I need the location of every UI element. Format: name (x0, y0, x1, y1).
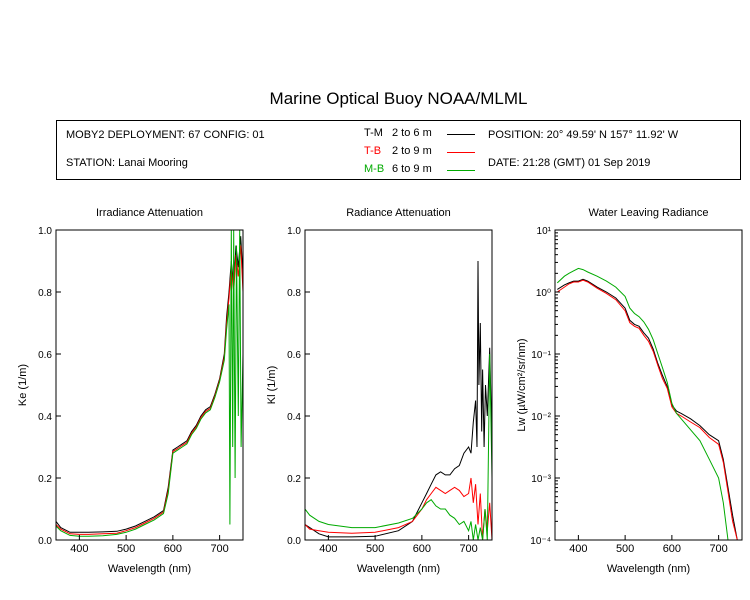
legend-range-tm: 2 to 6 m (392, 127, 432, 139)
y-tick-label: 10⁻¹ (531, 350, 551, 361)
legend-code-tb: T-B (364, 145, 382, 157)
x-tick-label: 700 (459, 543, 477, 555)
legend-code-mb: M-B (364, 163, 385, 175)
x-tick-label: 500 (366, 543, 384, 555)
x-tick-label: 500 (616, 543, 634, 555)
y-tick-label: 0.2 (287, 474, 301, 485)
series-group (56, 230, 243, 537)
series-line-t-b (305, 477, 492, 540)
series-group (305, 260, 492, 540)
x-tick-label: 600 (663, 543, 681, 555)
legend-line-mb (447, 170, 475, 171)
series-line-t-m (557, 278, 738, 540)
y-tick-label: 0.8 (287, 288, 301, 299)
series-line-m-b (556, 267, 729, 540)
chart-title: Water Leaving Radiance (588, 207, 708, 219)
y-tick-label: 10¹ (537, 226, 552, 237)
legend-line-tm (447, 134, 475, 135)
x-tick-label: 600 (413, 543, 431, 555)
series-group (556, 267, 738, 540)
x-axis-label: Wavelength (nm) (607, 563, 690, 575)
y-tick-label: 0.4 (287, 412, 301, 423)
series-line-m-b (305, 353, 492, 540)
y-tick-label: 0.6 (38, 350, 52, 361)
page-title: Marine Optical Buoy NOAA/MLML (269, 89, 528, 108)
y-tick-label: 1.0 (38, 226, 52, 237)
deployment-label: MOBY2 DEPLOYMENT: 67 CONFIG: 01 (66, 129, 265, 141)
position-label: POSITION: 20° 49.59' N 157° 11.92' W (488, 129, 679, 141)
y-tick-label: 0.0 (38, 536, 52, 547)
series-line-t-m (305, 260, 492, 538)
x-tick-label: 600 (164, 543, 182, 555)
legend-range-tb: 2 to 9 m (392, 145, 432, 157)
x-axis-label: Wavelength (nm) (357, 563, 440, 575)
station-label: STATION: Lanai Mooring (66, 157, 188, 169)
x-tick-label: 400 (70, 543, 88, 555)
y-axis-label: Lw (µW/cm²/sr/nm) (516, 338, 528, 431)
legend-range-mb: 6 to 9 m (392, 163, 432, 175)
legend-code-tm: T-M (364, 127, 383, 139)
chart-title: Radiance Attenuation (346, 207, 451, 219)
deployment-info-box: MOBY2 DEPLOYMENT: 67 CONFIG: 01 STATION:… (56, 120, 741, 180)
y-tick-label: 10⁻³ (531, 474, 551, 485)
y-tick-label: 10⁻⁴ (530, 536, 551, 547)
x-tick-label: 500 (117, 543, 135, 555)
y-tick-label: 1.0 (287, 226, 301, 237)
date-label: DATE: 21:28 (GMT) 01 Sep 2019 (488, 157, 651, 169)
y-axis-label: Kl (1/m) (266, 366, 278, 405)
series-line-t-b (56, 245, 243, 535)
y-tick-label: 0.4 (38, 412, 52, 423)
series-line-m-b (56, 230, 243, 537)
series-line-t-m (56, 236, 243, 533)
plot-frame (55, 229, 244, 541)
y-tick-label: 0.8 (38, 288, 52, 299)
y-tick-label: 0.6 (287, 350, 301, 361)
y-tick-label: 10⁻² (531, 412, 551, 423)
y-tick-label: 10⁰ (536, 288, 551, 299)
x-axis-label: Wavelength (nm) (108, 563, 191, 575)
y-tick-label: 0.2 (38, 474, 52, 485)
x-tick-label: 400 (569, 543, 587, 555)
y-axis-label: Ke (1/m) (17, 364, 29, 406)
legend-line-tb (447, 152, 475, 153)
plot-frame (554, 229, 743, 541)
x-tick-label: 400 (319, 543, 337, 555)
x-tick-label: 700 (709, 543, 727, 555)
plot-frame (304, 229, 493, 541)
chart-title: Irradiance Attenuation (96, 207, 203, 219)
series-line-t-b (557, 279, 738, 540)
x-tick-label: 700 (210, 543, 228, 555)
y-tick-label: 0.0 (287, 536, 301, 547)
